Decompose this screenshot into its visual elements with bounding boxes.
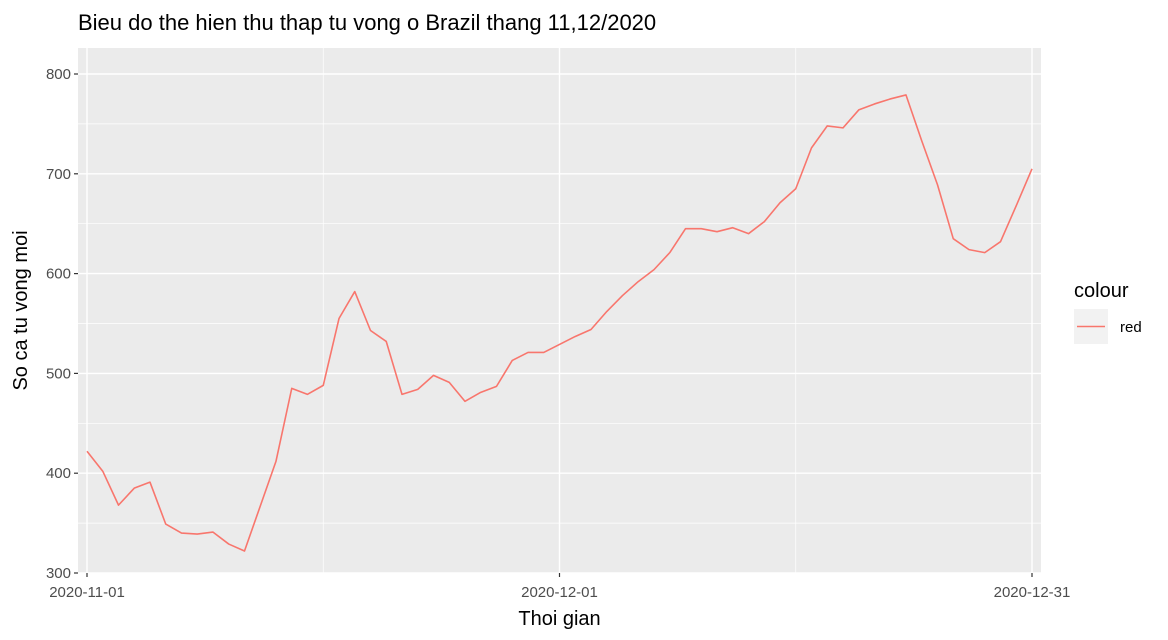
series-layer — [86, 94, 1033, 552]
series-line-red — [86, 94, 1033, 552]
x-axis-title: Thoi gian — [518, 608, 600, 630]
legend-label-red: red — [1120, 319, 1142, 336]
y-tick-label: 400 — [46, 465, 71, 482]
x-axis: 2020-11-01 2020-12-01 2020-12-31 — [49, 573, 1070, 601]
y-tick-label: 600 — [46, 266, 71, 283]
x-tick-label: 2020-12-31 — [994, 584, 1071, 601]
y-axis-title: So ca tu vong moi — [10, 230, 32, 390]
y-tick-label: 300 — [46, 565, 71, 582]
y-tick-label: 500 — [46, 365, 71, 382]
y-tick-label: 700 — [46, 166, 71, 183]
x-tick-label: 2020-11-01 — [49, 584, 125, 601]
legend-title: colour — [1074, 280, 1129, 302]
y-axis: 300 400 500 600 700 800 — [46, 66, 78, 582]
y-tick-label: 800 — [46, 66, 71, 83]
chart-title: Bieu do the hien thu thap tu vong o Braz… — [78, 10, 656, 35]
x-tick-label: 2020-12-01 — [521, 584, 598, 601]
major-gridlines — [78, 48, 1041, 574]
legend: colour red — [1074, 280, 1142, 344]
